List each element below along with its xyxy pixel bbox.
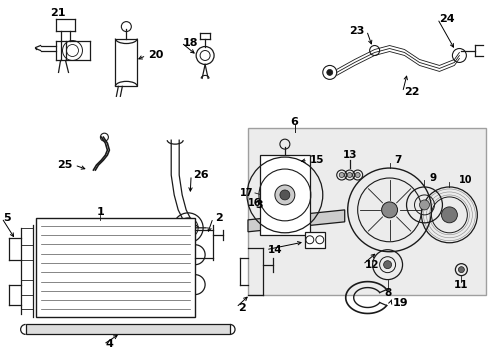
Text: 11: 11: [453, 280, 468, 289]
Circle shape: [457, 267, 464, 273]
Text: 16: 16: [247, 198, 261, 208]
Text: 17: 17: [240, 188, 253, 198]
Text: 3: 3: [254, 200, 262, 210]
Circle shape: [383, 261, 391, 269]
Text: 15: 15: [309, 155, 324, 165]
Circle shape: [441, 207, 456, 223]
Text: 24: 24: [439, 14, 454, 24]
Circle shape: [419, 200, 428, 210]
Polygon shape: [247, 210, 344, 232]
Circle shape: [346, 172, 351, 177]
Text: 1: 1: [96, 207, 104, 217]
Text: 20: 20: [148, 50, 163, 60]
Circle shape: [339, 172, 344, 177]
Circle shape: [326, 69, 332, 75]
Text: 8: 8: [383, 288, 390, 298]
Text: 9: 9: [428, 173, 436, 183]
Text: 25: 25: [57, 160, 72, 170]
Circle shape: [274, 185, 294, 205]
Text: 22: 22: [404, 87, 419, 97]
Text: 2: 2: [238, 302, 245, 312]
Circle shape: [354, 172, 360, 177]
Circle shape: [381, 202, 397, 218]
Text: 2: 2: [215, 213, 223, 223]
Bar: [260, 155, 309, 235]
Text: 13: 13: [342, 150, 356, 160]
Text: 10: 10: [458, 175, 472, 185]
Text: 21: 21: [50, 8, 66, 18]
Text: 26: 26: [193, 170, 208, 180]
Polygon shape: [247, 128, 486, 294]
Bar: [115, 39, 137, 86]
Text: 5: 5: [4, 213, 11, 223]
Text: 18: 18: [183, 37, 198, 48]
Bar: [304, 232, 324, 248]
Text: 12: 12: [364, 260, 378, 270]
Text: 14: 14: [267, 245, 282, 255]
Text: 6: 6: [289, 117, 297, 127]
Text: 19: 19: [392, 297, 407, 307]
Bar: [36, 218, 195, 318]
Text: 4: 4: [105, 339, 113, 349]
Circle shape: [279, 190, 289, 200]
Bar: [25, 324, 229, 334]
Text: 23: 23: [348, 26, 364, 36]
Text: 7: 7: [393, 155, 401, 165]
